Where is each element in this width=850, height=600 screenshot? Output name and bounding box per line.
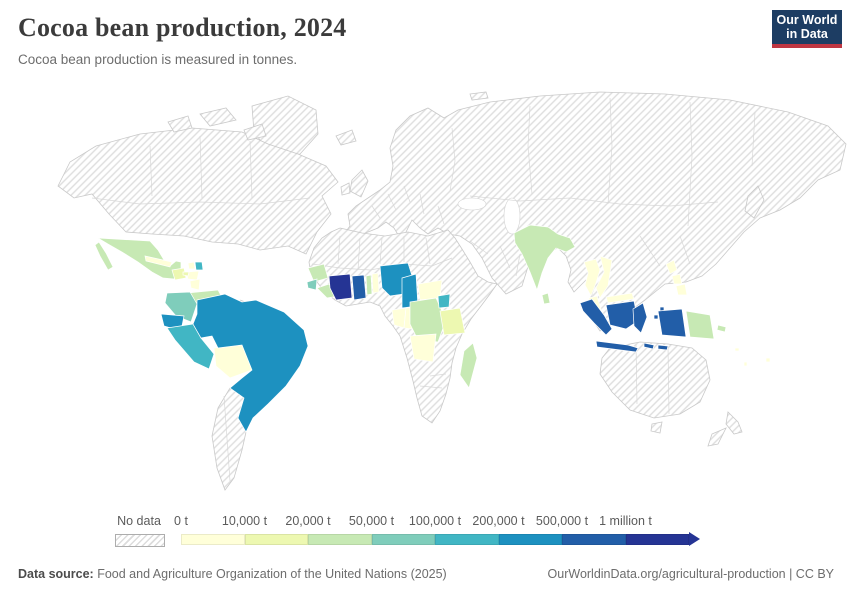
footer: Data source: Food and Agriculture Organi… — [18, 567, 834, 581]
country-tanzania[interactable] — [439, 307, 466, 336]
country-vanuatu[interactable] — [743, 361, 748, 367]
country-ghana[interactable] — [351, 274, 367, 301]
world-map — [0, 86, 850, 506]
no-data-regions — [57, 91, 847, 491]
legend-tick-label: 10,000 t — [221, 514, 268, 528]
country-philippines[interactable] — [671, 273, 683, 285]
legend-no-data-label: No data — [117, 514, 161, 528]
legend-tick-label: 100,000 t — [408, 514, 462, 528]
region-iceland — [335, 129, 357, 146]
country-cuba[interactable] — [144, 255, 173, 268]
legend-bin-4[interactable] — [435, 534, 499, 545]
country-indonesia-lesser-sunda[interactable] — [643, 342, 655, 350]
region-tasmania — [650, 421, 663, 434]
country-brazil[interactable] — [192, 293, 309, 433]
country-mexico[interactable] — [97, 237, 182, 280]
country-sierra-leone[interactable] — [306, 278, 318, 291]
country-nicaragua[interactable] — [189, 278, 201, 291]
country-borders — [91, 97, 756, 482]
legend-tick-label: 200,000 t — [472, 514, 525, 528]
country-solomon-islands[interactable] — [734, 347, 740, 352]
region-svalbard — [469, 91, 489, 101]
region-australia — [599, 341, 711, 419]
producer-countries — [94, 224, 771, 433]
country-madagascar[interactable] — [459, 342, 478, 389]
country-indonesia-sulawesi[interactable] — [632, 302, 648, 334]
legend-arrow — [689, 532, 700, 546]
country-philippines[interactable] — [665, 259, 678, 275]
country-fiji[interactable] — [765, 357, 771, 363]
legend-tick-label: 1 million t — [599, 514, 652, 528]
footer-datasource: Data source: Food and Agriculture Organi… — [18, 567, 447, 581]
country-indonesia-maluku[interactable] — [653, 314, 659, 320]
country-india[interactable] — [513, 224, 576, 292]
region-new-zealand — [725, 411, 743, 435]
legend-bin-6[interactable] — [562, 534, 626, 545]
country-cote-divoire[interactable] — [328, 273, 353, 301]
country-dr-congo[interactable] — [409, 297, 447, 343]
country-papua-new-guinea[interactable] — [685, 310, 715, 340]
region-new-zealand — [707, 427, 727, 447]
legend-no-data-swatch[interactable] — [115, 534, 165, 547]
black-sea — [457, 197, 487, 211]
legend-tick-label: 0 t — [174, 514, 188, 528]
country-colombia[interactable] — [164, 291, 198, 323]
country-thailand[interactable] — [583, 258, 601, 297]
country-indonesia-lesser-sunda[interactable] — [657, 344, 669, 351]
region-uk — [349, 169, 369, 198]
legend-tick-label: 20,000 t — [285, 514, 331, 528]
country-gabon[interactable] — [391, 307, 407, 329]
region-arctic-islands — [167, 115, 193, 133]
country-guinea[interactable] — [307, 263, 329, 283]
region-arctic-islands — [199, 107, 237, 127]
owid-logo-line2: in Data — [786, 27, 828, 41]
country-angola[interactable] — [409, 333, 437, 363]
footer-datasource-text: Food and Agriculture Organization of the… — [93, 567, 447, 581]
country-indonesia-kalimantan[interactable] — [605, 300, 639, 330]
legend-tick-label: 500,000 t — [535, 514, 589, 528]
country-uganda[interactable] — [437, 293, 451, 309]
owid-logo-line1: Our World — [776, 12, 838, 27]
country-benin[interactable] — [371, 272, 380, 294]
legend-tick-label: 50,000 t — [348, 514, 395, 528]
legend-bin-3[interactable] — [371, 534, 435, 545]
region-southern-south-america — [211, 387, 247, 491]
country-haiti[interactable] — [187, 261, 196, 270]
legend-bin-2[interactable] — [308, 534, 372, 545]
footer-datasource-label: Data source: — [18, 567, 94, 581]
page-title: Cocoa bean production, 2024 — [18, 13, 347, 42]
country-mexico-baja[interactable] — [94, 241, 114, 271]
country-jamaica[interactable] — [182, 271, 190, 277]
legend-bin-7[interactable] — [625, 534, 689, 545]
footer-attribution[interactable]: OurWorldinData.org/agricultural-producti… — [547, 567, 834, 581]
country-indonesia-papua[interactable] — [657, 308, 687, 338]
legend-bin-0[interactable] — [181, 534, 245, 545]
map-legend: No data 0 t 10,000 t 20,000 t 50,000 t 100,0… — [0, 512, 850, 558]
country-malaysia-borneo[interactable] — [605, 292, 635, 304]
country-indonesia-java[interactable] — [595, 340, 639, 353]
legend-bin-5[interactable] — [498, 534, 562, 545]
owid-logo-accent-bar — [772, 44, 842, 48]
caspian-sea — [503, 197, 521, 235]
country-sri-lanka[interactable] — [541, 292, 551, 305]
country-philippines[interactable] — [675, 283, 688, 296]
region-japan — [744, 185, 765, 219]
country-guatemala[interactable] — [171, 267, 187, 281]
country-papua-new-guinea-new-britain[interactable] — [716, 324, 727, 333]
owid-logo[interactable]: Our World in Data — [772, 10, 842, 44]
region-arctic-islands — [243, 123, 267, 141]
choropleth-svg — [57, 91, 847, 491]
country-indonesia-sumatra[interactable] — [579, 298, 613, 336]
page-subtitle: Cocoa bean production is measured in ton… — [18, 52, 298, 67]
country-togo[interactable] — [365, 274, 373, 296]
country-dominican-republic[interactable] — [194, 261, 204, 271]
country-vietnam[interactable] — [595, 255, 613, 299]
region-ireland — [340, 182, 351, 196]
legend-bin-1[interactable] — [244, 534, 308, 545]
